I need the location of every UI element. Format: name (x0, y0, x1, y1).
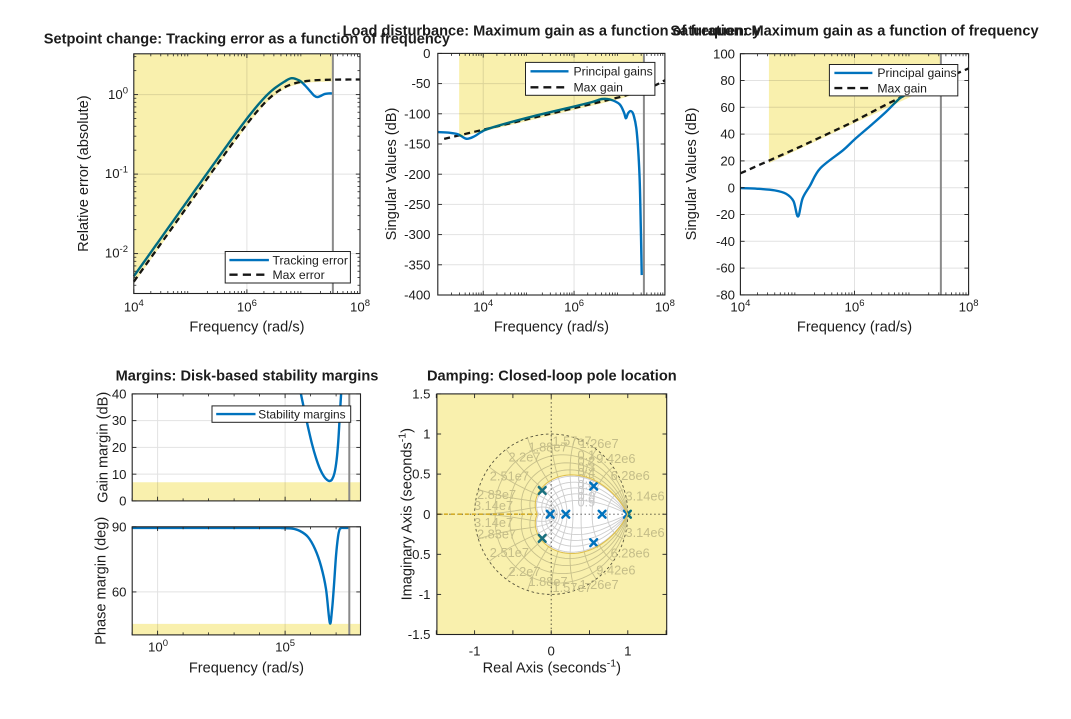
svg-text:80: 80 (720, 73, 735, 88)
svg-text:20: 20 (720, 154, 735, 169)
svg-text:20: 20 (112, 440, 127, 455)
svg-text:-80: -80 (716, 288, 735, 303)
svg-text:-100: -100 (404, 106, 430, 121)
svg-text:Phase margin (deg): Phase margin (deg) (94, 517, 110, 645)
svg-text:Frequency (rad/s): Frequency (rad/s) (797, 320, 912, 336)
svg-text:Singular Values (dB): Singular Values (dB) (684, 108, 700, 241)
svg-text:Max error: Max error (273, 268, 325, 282)
svg-text:Principal gains: Principal gains (877, 66, 956, 80)
svg-text:0.8: 0.8 (578, 489, 596, 504)
svg-text:Tracking error: Tracking error (273, 253, 348, 267)
svg-text:100: 100 (713, 46, 735, 61)
svg-text:0: 0 (119, 494, 126, 509)
svg-text:-40: -40 (716, 234, 735, 249)
svg-text:-0.5: -0.5 (408, 547, 431, 562)
svg-text:Frequency (rad/s): Frequency (rad/s) (189, 320, 304, 336)
svg-text:40: 40 (112, 387, 127, 402)
svg-text:1.5: 1.5 (412, 387, 430, 402)
svg-text:40: 40 (720, 127, 735, 142)
svg-text:Singular Values (dB): Singular Values (dB) (384, 108, 400, 241)
svg-text:90: 90 (112, 519, 127, 534)
svg-text:-250: -250 (404, 197, 430, 212)
svg-text:0: 0 (548, 643, 555, 658)
svg-text:-1.5: -1.5 (408, 627, 431, 642)
svg-text:0: 0 (728, 180, 735, 195)
svg-text:Principal gains: Principal gains (574, 65, 653, 79)
svg-text:Frequency (rad/s): Frequency (rad/s) (494, 320, 609, 336)
svg-text:Gain margin (dB): Gain margin (dB) (96, 392, 112, 503)
svg-text:-1: -1 (469, 643, 481, 658)
svg-text:30: 30 (112, 413, 127, 428)
svg-text:Imaginary Axis (seconds-1): Imaginary Axis (seconds-1) (397, 428, 416, 600)
svg-text:-200: -200 (404, 167, 430, 182)
svg-text:0.9: 0.9 (578, 495, 596, 510)
svg-text:-20: -20 (716, 207, 735, 222)
svg-text:-150: -150 (404, 137, 430, 152)
svg-text:Damping: Closed-loop pole loca: Damping: Closed-loop pole location (427, 368, 677, 384)
svg-text:-1: -1 (419, 587, 431, 602)
svg-text:10: 10 (112, 467, 127, 482)
svg-text:Saturation: Maximum gain as a: Saturation: Maximum gain as a function o… (670, 24, 1039, 40)
svg-text:Margins: Disk-based stability: Margins: Disk-based stability margins (116, 368, 379, 384)
svg-text:Real Axis (seconds-1): Real Axis (seconds-1) (483, 658, 621, 677)
svg-text:Load disturbance: Maximum gain: Load disturbance: Maximum gain as a func… (343, 24, 761, 40)
svg-text:Max gain: Max gain (574, 81, 623, 95)
svg-text:0.7: 0.7 (578, 483, 596, 498)
svg-text:-400: -400 (404, 288, 430, 303)
svg-text:Max gain: Max gain (877, 81, 926, 95)
svg-text:0: 0 (423, 46, 430, 61)
svg-text:60: 60 (720, 100, 735, 115)
svg-text:1: 1 (423, 427, 430, 442)
svg-text:-60: -60 (716, 261, 735, 276)
svg-text:-350: -350 (404, 257, 430, 272)
svg-text:60: 60 (112, 585, 127, 600)
svg-text:0: 0 (423, 507, 430, 522)
svg-text:1: 1 (624, 643, 631, 658)
svg-text:Stability margins: Stability margins (258, 407, 345, 421)
svg-text:Relative error (absolute): Relative error (absolute) (76, 95, 92, 252)
svg-text:Setpoint change: Tracking erro: Setpoint change: Tracking error as a fun… (44, 32, 451, 48)
svg-text:-50: -50 (411, 76, 430, 91)
svg-text:-300: -300 (404, 227, 430, 242)
svg-text:0.5: 0.5 (412, 467, 430, 482)
svg-text:Frequency (rad/s): Frequency (rad/s) (189, 661, 304, 677)
